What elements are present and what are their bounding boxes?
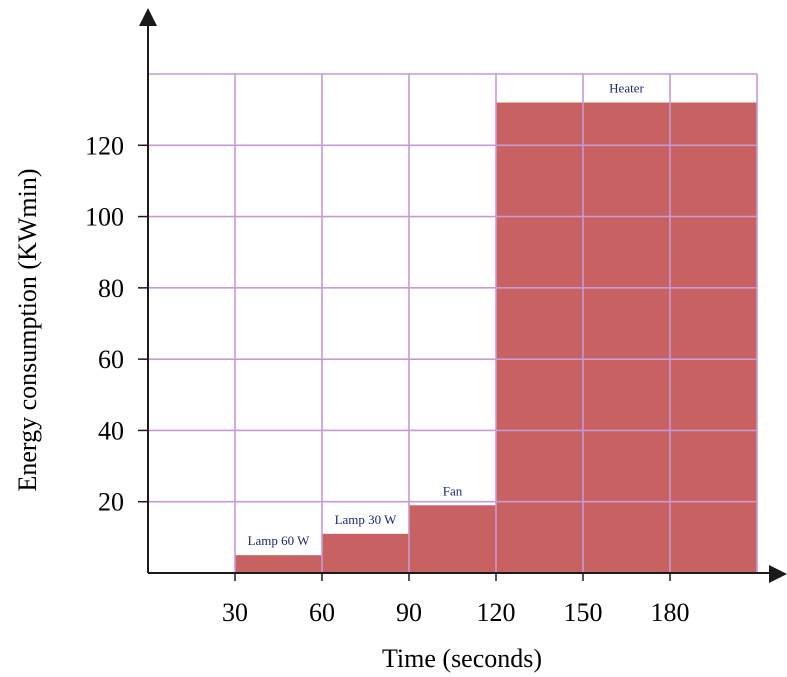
- y-axis-title: Energy consumption (KWmin): [13, 168, 42, 491]
- bar-0: [235, 555, 322, 573]
- x-tick-label-5: 180: [651, 598, 690, 627]
- x-axis-title: Time (seconds): [382, 644, 542, 673]
- bar-label-2: Fan: [443, 483, 463, 498]
- x-tick-label-2: 90: [396, 598, 422, 627]
- x-tick-label-0: 30: [222, 598, 248, 627]
- bars: [235, 102, 757, 573]
- y-tick-label-1: 40: [98, 416, 124, 445]
- bar-label-0: Lamp 60 W: [248, 533, 311, 548]
- bar-labels: Lamp 60 W Lamp 30 W Fan Heater: [248, 81, 645, 549]
- y-tick-labels: 20 40 60 80 100 120: [85, 131, 124, 516]
- x-tick-label-1: 60: [309, 598, 335, 627]
- x-axis-arrow: [769, 565, 787, 583]
- bar-label-1: Lamp 30 W: [335, 512, 398, 527]
- y-tick-label-2: 60: [98, 345, 124, 374]
- y-tick-label-0: 20: [98, 488, 124, 517]
- bar-3: [496, 102, 757, 573]
- y-axis-arrow: [139, 8, 157, 26]
- x-tick-label-3: 120: [477, 598, 516, 627]
- y-tick-label-5: 120: [85, 131, 124, 160]
- bar-label-3: Heater: [609, 81, 644, 96]
- bar-1: [322, 533, 409, 573]
- axes: [138, 8, 787, 583]
- y-tick-label-3: 80: [98, 274, 124, 303]
- bar-2: [409, 505, 496, 573]
- x-tick-labels: 30 60 90 120 150 180: [222, 598, 690, 627]
- x-tick-label-4: 150: [564, 598, 603, 627]
- y-tick-label-4: 100: [85, 203, 124, 232]
